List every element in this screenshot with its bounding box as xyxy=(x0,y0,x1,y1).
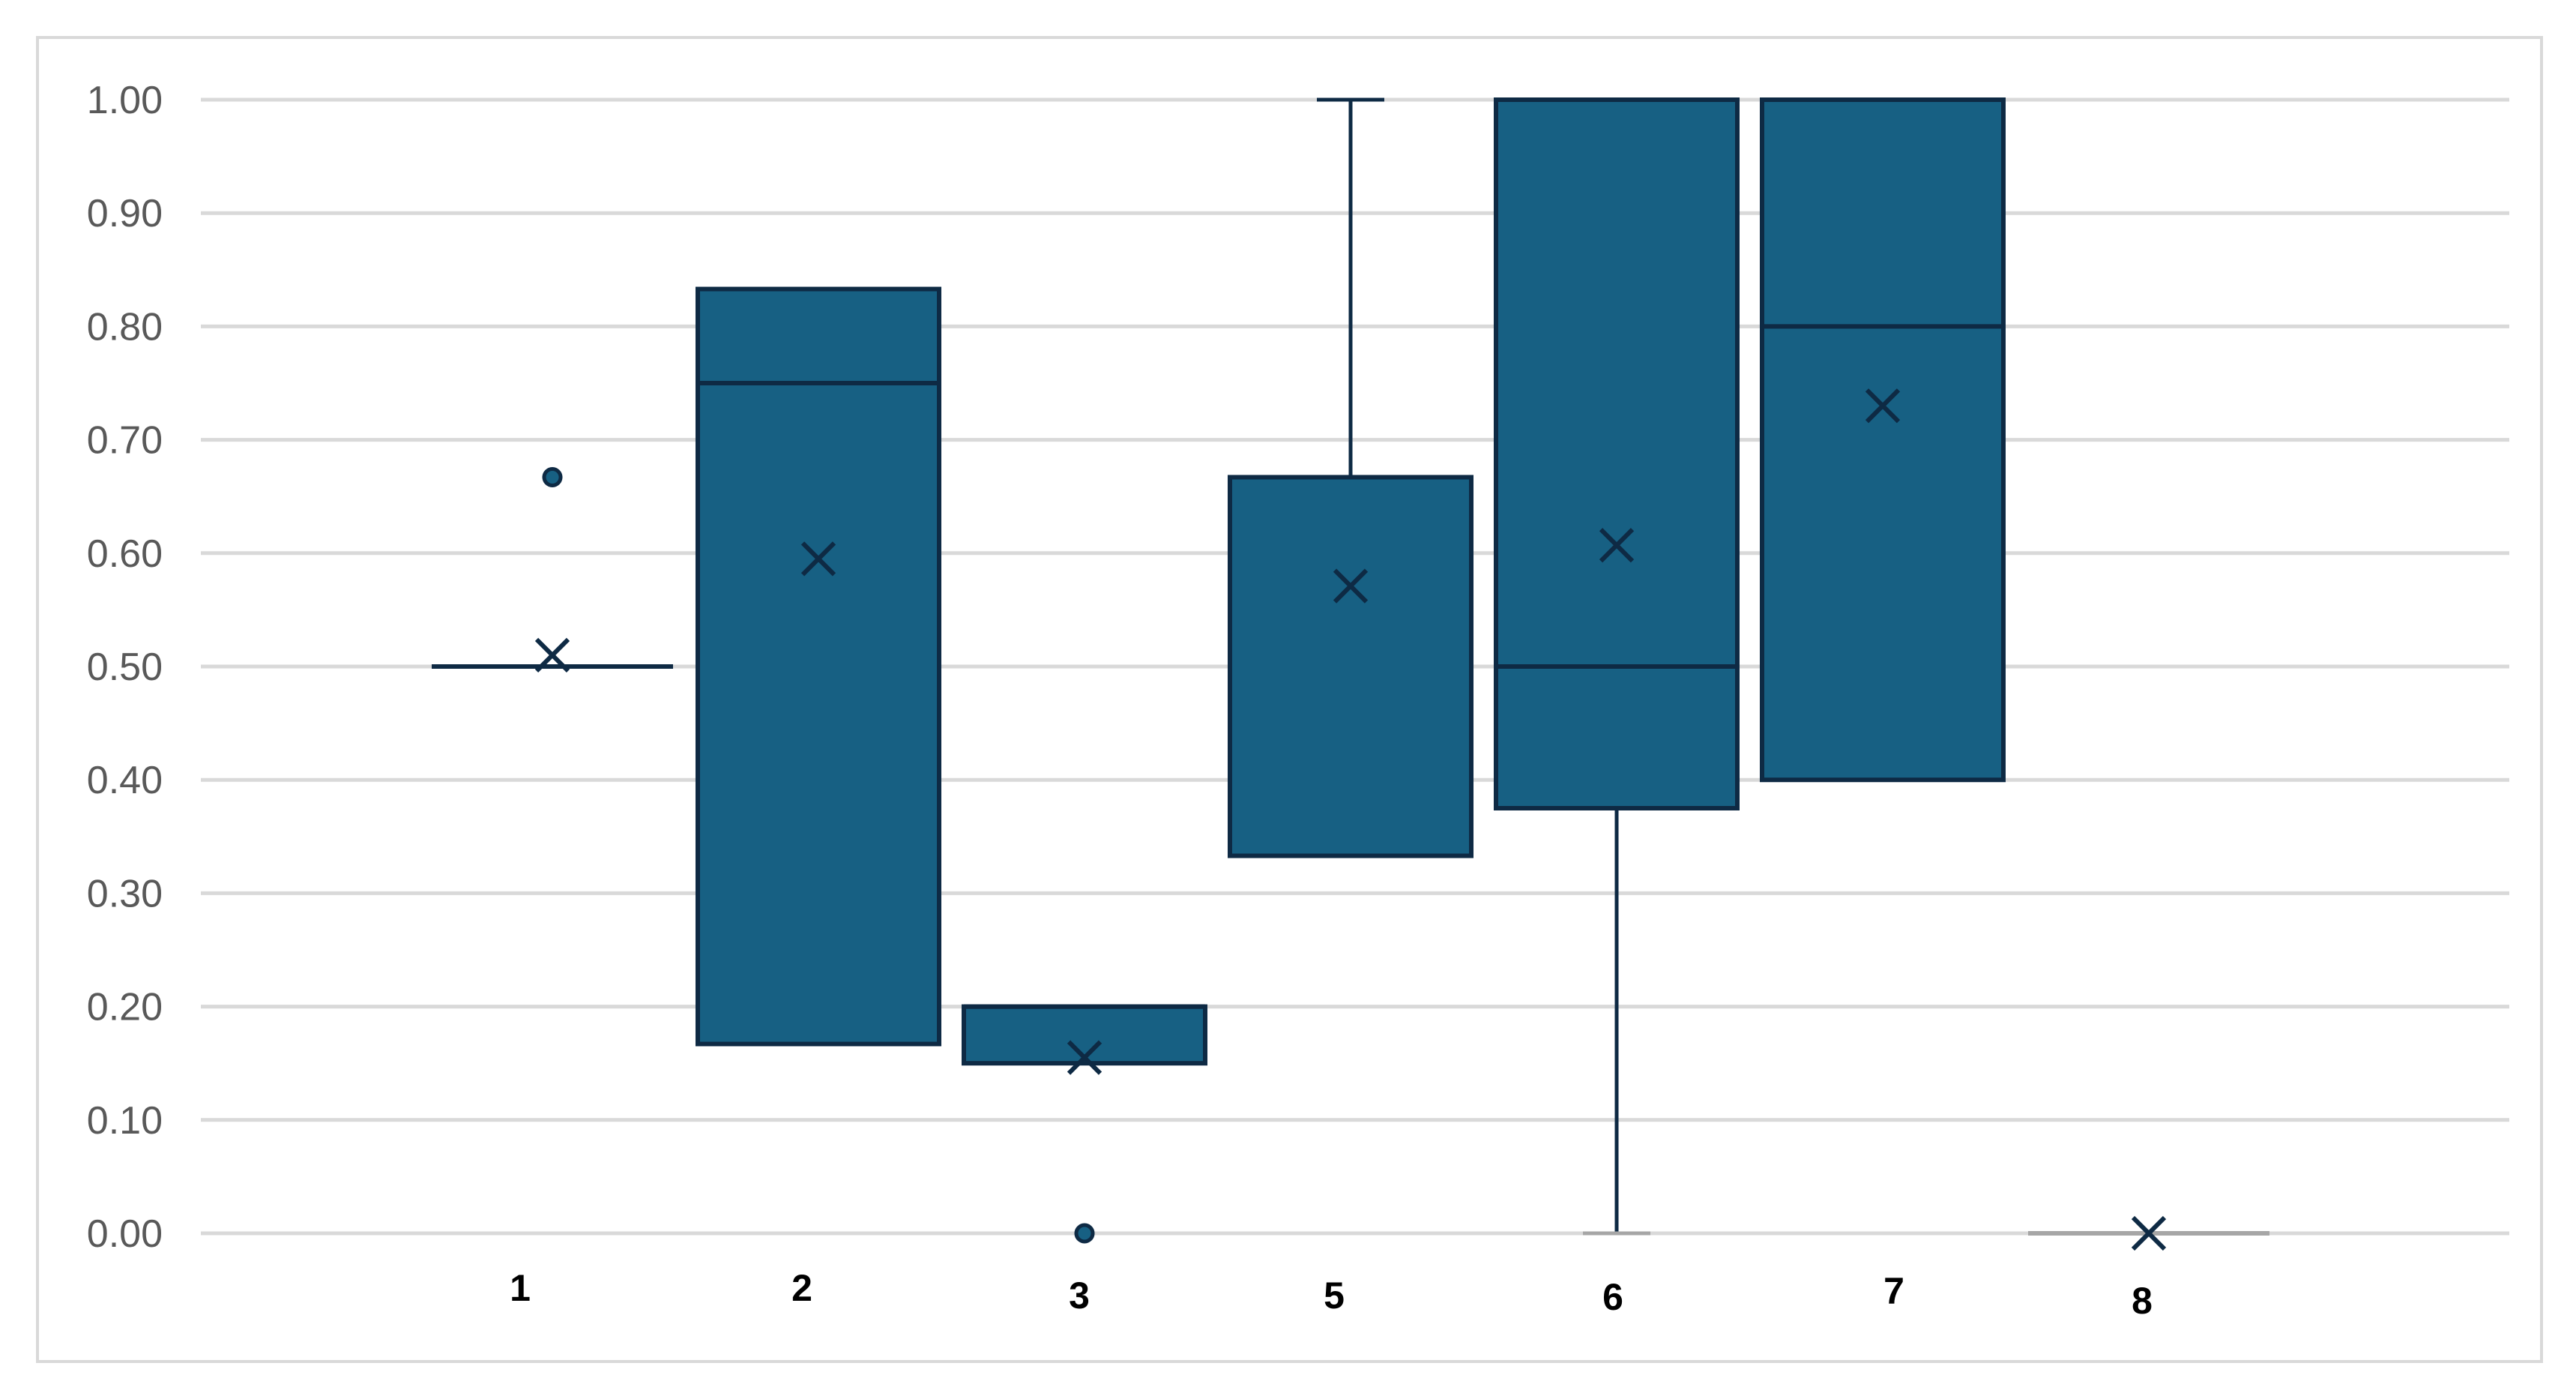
box-6 xyxy=(1494,97,1740,1236)
outlier-point xyxy=(1074,1223,1095,1244)
box-1 xyxy=(432,466,673,673)
x-axis-ticks: 1 2 3 5 6 7 8 xyxy=(510,1267,2153,1322)
y-tick-label: 0.30 xyxy=(87,872,163,915)
x-tick-label: 3 xyxy=(1069,1275,1090,1317)
box-3 xyxy=(962,1004,1207,1244)
x-tick-label: 6 xyxy=(1602,1276,1623,1318)
box-2 xyxy=(696,286,941,1047)
y-tick-label: 0.10 xyxy=(87,1099,163,1143)
x-tick-label: 7 xyxy=(1883,1270,1904,1312)
x-tick-label: 1 xyxy=(510,1267,531,1309)
y-tick-label: 0.40 xyxy=(87,759,163,802)
y-tick-label: 0.50 xyxy=(87,646,163,689)
outlier-point xyxy=(542,466,563,487)
y-tick-label: 0.90 xyxy=(87,192,163,235)
y-tick-label: 0.60 xyxy=(87,532,163,576)
box-iqr xyxy=(696,286,941,1047)
x-tick-label: 5 xyxy=(1324,1275,1345,1317)
box-8 xyxy=(2028,1215,2269,1251)
mean-marker xyxy=(1599,528,1635,563)
y-tick-label: 0.00 xyxy=(87,1212,163,1256)
mean-marker xyxy=(534,637,570,673)
box-iqr xyxy=(1760,97,2006,783)
box-plot-chart: 0.00 0.10 0.20 0.30 0.40 0.50 0.60 0.70 0.80 0.90… xyxy=(87,79,2509,1322)
box-iqr xyxy=(962,1004,1207,1066)
y-tick-label: 1.00 xyxy=(87,79,163,122)
y-axis-ticks: 0.00 0.10 0.20 0.30 0.40 0.50 0.60 0.70 0.80 0.90… xyxy=(87,79,163,1256)
box-series xyxy=(432,97,2269,1251)
mean-marker xyxy=(1067,1040,1103,1075)
mean-marker xyxy=(1865,388,1901,424)
mean-marker xyxy=(1333,568,1369,604)
y-tick-label: 0.70 xyxy=(87,419,163,463)
x-tick-label: 8 xyxy=(2132,1280,2153,1322)
box-iqr xyxy=(1228,475,1473,858)
box-7 xyxy=(1760,97,2006,783)
box-iqr xyxy=(1494,97,1740,810)
y-tick-label: 0.80 xyxy=(87,305,163,349)
mean-marker xyxy=(800,541,836,577)
box-5 xyxy=(1228,97,1473,858)
y-tick-label: 0.20 xyxy=(87,986,163,1029)
mean-marker xyxy=(2131,1215,2167,1251)
chart-frame: 0.00 0.10 0.20 0.30 0.40 0.50 0.60 0.70 0.80 0.90… xyxy=(36,36,2543,1363)
x-tick-label: 2 xyxy=(791,1267,812,1309)
